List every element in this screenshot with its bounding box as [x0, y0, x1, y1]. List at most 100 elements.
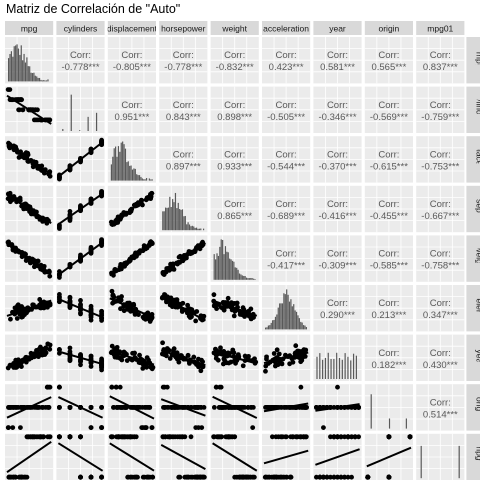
panel-horsepower-mpg — [5, 185, 54, 233]
scatter-point — [27, 260, 33, 266]
scatter-point — [117, 384, 123, 390]
hist-bar — [248, 278, 250, 280]
corr-label: Corr: — [276, 249, 297, 260]
scatter-point — [171, 347, 176, 353]
hist-bar — [136, 174, 138, 181]
scatter-point — [10, 425, 16, 430]
scatter-point — [352, 434, 358, 440]
hist-bar — [266, 327, 268, 330]
fit-line — [58, 298, 103, 319]
panel-origin-mpg — [5, 384, 54, 431]
fit-line — [160, 443, 206, 471]
scatter-point — [6, 405, 12, 410]
hist-bar — [110, 164, 112, 181]
corr-value: 0.933*** — [217, 161, 252, 172]
panel-mpg01-mpg — [5, 433, 54, 480]
corr-label: Corr: — [327, 50, 348, 61]
scatter-point — [242, 314, 247, 319]
panel-origin-mpg01: Corr:0.514*** — [416, 384, 465, 431]
fit-line — [212, 351, 258, 365]
hist-bar — [234, 267, 236, 280]
hist-bar — [36, 76, 38, 82]
scatter-point — [298, 359, 304, 365]
panel-year-weight — [210, 334, 259, 381]
scatter-point — [67, 405, 73, 410]
corr-value: 0.565*** — [371, 62, 406, 73]
panel-horsepower-horsepower — [159, 185, 208, 233]
corr-value: -0.667*** — [421, 211, 459, 222]
scatter-point — [321, 474, 326, 480]
row-strip-weight: weight — [466, 235, 480, 282]
hist-bar — [20, 45, 22, 82]
histogram — [62, 94, 98, 131]
hist-bar — [197, 228, 199, 231]
scatter-point — [20, 107, 25, 113]
panel-displacement-mpg — [5, 136, 54, 183]
corr-label: Corr: — [430, 100, 451, 111]
scatter-point — [193, 318, 199, 324]
panel-horsepower-mpg01: Corr:-0.667*** — [416, 185, 465, 233]
column-label: year — [329, 24, 346, 34]
hist-bar — [15, 45, 17, 82]
fit-line — [57, 442, 104, 472]
scatter-point — [215, 357, 221, 363]
scatter-point — [124, 434, 130, 440]
scatter-point — [140, 425, 146, 430]
hist-bar — [213, 254, 215, 280]
scatter-point — [230, 349, 235, 355]
hist-bar — [165, 207, 167, 231]
scatter-point — [294, 434, 299, 440]
hist-bar — [291, 306, 293, 330]
panel-mpg01-weight — [210, 433, 259, 480]
scatter-point — [314, 474, 319, 480]
panel-weight-origin: Corr:-0.585*** — [364, 235, 413, 282]
scatter-point — [335, 434, 340, 440]
corr-label: Corr: — [70, 50, 91, 61]
hist-bar — [236, 267, 238, 280]
hist-bar — [300, 321, 302, 330]
hist-bar — [458, 445, 460, 479]
panel-weight-mpg — [5, 235, 54, 282]
row-strip-acceleration: acceleration — [466, 285, 480, 332]
panel-horsepower-year: Corr:-0.416*** — [313, 185, 362, 233]
column-label: weight — [221, 24, 247, 34]
panel-origin-weight — [210, 384, 259, 431]
scatter-point — [287, 361, 293, 367]
corr-label: Corr: — [378, 100, 399, 111]
hist-bar — [227, 252, 229, 280]
corr-label: Corr: — [327, 199, 348, 210]
fit-line — [315, 448, 360, 466]
hist-bar — [176, 208, 178, 231]
panel-year-mpg01: Corr:0.430*** — [416, 334, 465, 381]
corr-value: -0.778*** — [61, 62, 99, 73]
panel-cylinders-year: Corr:-0.346*** — [313, 86, 362, 133]
scatter-point — [240, 474, 245, 480]
histogram — [370, 394, 407, 429]
hist-bar — [133, 168, 135, 181]
scatter-point — [295, 348, 300, 354]
scatter-point — [331, 434, 337, 440]
panel-year-acceleration — [262, 334, 311, 381]
hist-bar — [131, 169, 134, 181]
histogram — [316, 352, 357, 379]
scatter-point — [283, 352, 288, 358]
scatter-point — [199, 474, 205, 480]
scatter-point — [39, 434, 45, 440]
hist-bar — [30, 72, 32, 82]
row-label: acceleration — [474, 285, 480, 331]
scatter-point — [188, 314, 194, 320]
column-strip-acceleration: acceleration — [262, 21, 311, 35]
scatter-point — [57, 226, 62, 231]
scatter-point — [211, 405, 217, 410]
scatter-point — [147, 474, 153, 480]
scatter-point — [176, 359, 182, 365]
row-strip-horsepower: horsepower — [466, 185, 480, 233]
hist-bar — [12, 56, 14, 82]
scatter-point — [118, 306, 123, 312]
panel-acceleration-horsepower — [159, 285, 208, 332]
scatter-point — [198, 405, 204, 410]
corr-value: 0.865*** — [217, 211, 252, 222]
corr-label: Corr: — [430, 199, 451, 210]
hist-bar — [222, 239, 224, 280]
